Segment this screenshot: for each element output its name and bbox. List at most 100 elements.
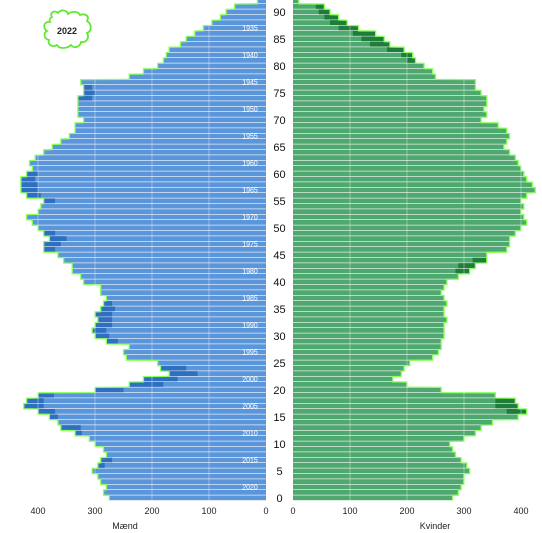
men-x-tick-100: 100 <box>201 506 216 516</box>
women-bar-age-22 <box>293 376 393 382</box>
women-bar-age-71 <box>293 112 487 117</box>
men-bar-age-50 <box>38 225 266 231</box>
men-bar-age-88 <box>211 20 266 25</box>
age-tick-80: 80 <box>273 61 285 73</box>
men-bar-age-3 <box>100 479 266 484</box>
age-tick-45: 45 <box>273 250 285 262</box>
women-excess-age-42 <box>455 268 470 274</box>
birth-year-label-1965: 1965 <box>242 188 258 195</box>
men-bar-age-35 <box>100 306 266 312</box>
men-bar-age-65 <box>52 144 266 150</box>
women-bar-age-48 <box>293 236 510 241</box>
men-axis-label: Mænd <box>112 521 138 531</box>
men-bar-age-77 <box>80 79 266 85</box>
men-excess-age-35 <box>100 306 115 312</box>
birth-year-label-2005: 2005 <box>242 404 258 411</box>
women-bar-age-77 <box>293 79 476 85</box>
women-excess-age-44 <box>472 257 487 263</box>
women-bar-age-45 <box>293 252 487 258</box>
birth-year-label-1970: 1970 <box>242 215 258 222</box>
women-bar-age-51 <box>293 220 527 225</box>
women-bar-age-27 <box>293 349 439 355</box>
men-bar-age-56 <box>26 193 266 198</box>
women-excess-age-17 <box>495 403 519 409</box>
men-excess-age-7 <box>100 457 113 463</box>
birth-year-label-1985: 1985 <box>242 296 258 303</box>
men-bar-age-39 <box>100 284 266 290</box>
women-excess-age-91 <box>315 4 325 9</box>
women-bar-age-1 <box>293 490 459 495</box>
women-bar-age-58 <box>293 182 533 187</box>
women-bar-age-84 <box>293 41 390 47</box>
men-bar-age-43 <box>72 263 266 268</box>
women-excess-age-83 <box>387 47 405 52</box>
men-excess-age-22 <box>143 376 178 382</box>
men-excess-age-16 <box>38 409 56 414</box>
men-bar-age-80 <box>157 63 266 69</box>
men-bar-age-79 <box>143 68 266 74</box>
men-excess-age-46 <box>43 247 56 252</box>
women-bar-age-80 <box>293 63 425 69</box>
men-bar-age-41 <box>80 274 266 279</box>
women-bar-age-6 <box>293 463 467 468</box>
men-excess-age-48 <box>49 236 67 241</box>
age-tick-40: 40 <box>273 277 285 289</box>
men-bar-age-62 <box>29 160 267 166</box>
women-bar-age-10 <box>293 441 450 447</box>
men-bar-age-82 <box>166 52 266 58</box>
birth-year-label-1990: 1990 <box>242 323 258 330</box>
women-bar-age-74 <box>293 95 487 101</box>
women-x-tick-300: 300 <box>456 506 471 516</box>
women-excess-age-43 <box>458 263 476 268</box>
men-excess-age-58 <box>20 182 38 187</box>
men-bar-age-31 <box>92 328 267 333</box>
women-excess-age-82 <box>401 52 413 58</box>
age-tick-75: 75 <box>273 88 285 100</box>
men-bar-age-28 <box>129 344 266 349</box>
men-bar-age-27 <box>123 349 266 355</box>
badge-frame-icon <box>43 9 92 49</box>
women-bar-age-78 <box>293 74 436 79</box>
women-excess-age-84 <box>369 41 390 47</box>
men-bar-age-26 <box>126 355 266 360</box>
men-excess-age-12 <box>75 430 82 436</box>
men-bar-age-84 <box>180 41 266 47</box>
birth-year-label-1980: 1980 <box>242 269 258 276</box>
women-bar-age-8 <box>293 452 456 457</box>
women-bar-age-33 <box>293 317 447 322</box>
women-x-tick-200: 200 <box>399 506 414 516</box>
men-bar-age-0 <box>109 495 266 501</box>
women-bar-age-3 <box>293 479 464 484</box>
women-bar-age-44 <box>293 257 487 263</box>
men-bar-age-68 <box>75 128 266 133</box>
men-x-tick-0: 0 <box>263 506 268 516</box>
women-bar-age-57 <box>293 187 536 193</box>
men-bar-age-57 <box>20 187 267 193</box>
women-bar-age-60 <box>293 171 524 177</box>
men-bar-age-48 <box>49 236 267 241</box>
women-bar-age-62 <box>293 160 519 166</box>
women-bar-age-29 <box>293 338 442 344</box>
men-excess-age-6 <box>97 463 105 468</box>
men-bar-age-12 <box>75 430 266 436</box>
women-bar-age-18 <box>293 398 516 403</box>
men-bar-age-81 <box>163 58 266 63</box>
men-bar-age-66 <box>60 139 266 144</box>
women-bar-age-15 <box>293 414 519 420</box>
women-bars <box>293 0 536 501</box>
women-bar-age-52 <box>293 214 524 220</box>
women-gridlines <box>349 0 522 501</box>
birth-year-label-1995: 1995 <box>242 350 258 357</box>
men-excess-age-32 <box>95 322 113 328</box>
men-excess-age-29 <box>106 338 118 344</box>
men-bar-age-61 <box>32 166 266 171</box>
women-bar-age-42 <box>293 268 470 274</box>
men-bar-age-7 <box>100 457 266 463</box>
men-bar-age-9 <box>103 446 266 452</box>
women-bar-age-89 <box>293 14 339 20</box>
men-bar-age-15 <box>49 414 267 420</box>
men-bar-age-4 <box>97 473 266 479</box>
women-bar-age-17 <box>293 403 519 409</box>
birth-year-labels: 2020 2015 2010 2005 2000 1995 1990 1985 1980 1975… <box>242 26 258 492</box>
men-bar-age-16 <box>38 409 266 414</box>
